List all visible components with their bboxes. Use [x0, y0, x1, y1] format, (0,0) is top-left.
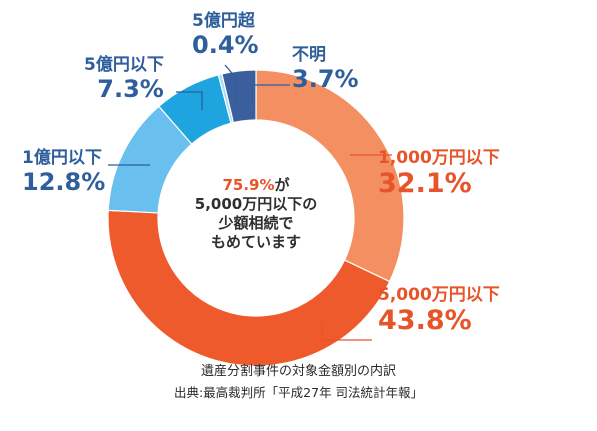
center-line-4: もめています: [210, 233, 301, 251]
center-message: 75.9%が 5,000万円以下の 少額相続で もめています: [170, 176, 342, 252]
label-under-500m-name: 5億円以下: [84, 55, 164, 75]
leader-under-50m: [321, 322, 372, 341]
label-over-500m-name: 5億円超: [192, 11, 255, 31]
center-suffix: が: [274, 176, 290, 194]
chart-source: 出典:最高裁判所「平成27年 司法統計年報」: [173, 385, 424, 400]
center-line-2: 5,000万円以下の: [194, 195, 318, 213]
slice-unknown: [221, 69, 257, 124]
label-unknown-value: 3.7%: [292, 65, 359, 93]
label-over-500m-value: 0.4%: [192, 31, 259, 59]
label-unknown: 不明 3.7%: [292, 45, 359, 93]
label-under-100m: 1億円以下 12.8%: [22, 148, 106, 196]
label-under-10m-value: 32.1%: [378, 168, 472, 199]
leader-unknown: [251, 84, 290, 103]
label-under-50m-name: 5,000万円以下: [378, 285, 500, 305]
center-highlight: 75.9%: [222, 176, 275, 194]
label-under-50m: 5,000万円以下 43.8%: [378, 285, 500, 336]
slice-under-10m: [255, 69, 405, 283]
leader-over-500m: [224, 64, 237, 103]
leader-under-500m: [176, 91, 203, 110]
label-under-100m-name: 1億円以下: [22, 148, 102, 168]
label-under-10m: 1,000万円以下 32.1%: [378, 148, 500, 199]
label-over-500m: 5億円超 0.4%: [192, 11, 259, 59]
label-under-500m-value: 7.3%: [97, 75, 164, 103]
label-under-50m-value: 43.8%: [378, 305, 472, 336]
label-unknown-name: 不明: [292, 45, 326, 65]
chart-title: 遺産分割事件の対象金額別の内訳: [200, 364, 396, 379]
label-under-10m-name: 1,000万円以下: [378, 148, 500, 168]
label-under-100m-value: 12.8%: [22, 168, 106, 196]
slice-under-50m: [107, 209, 391, 367]
label-under-500m: 5億円以下 7.3%: [84, 55, 164, 103]
center-line-3: 少額相続で: [218, 214, 294, 232]
center-line-1: 75.9%が: [170, 176, 342, 195]
